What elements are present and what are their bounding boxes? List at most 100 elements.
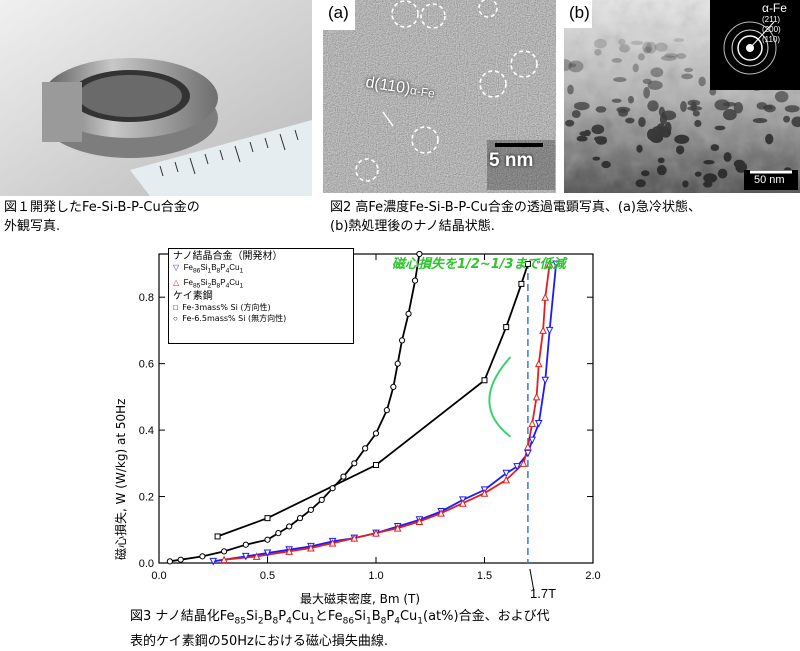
- caption3-part-6: P: [278, 609, 287, 624]
- tem-grain: [710, 144, 720, 151]
- point-triangle-up: [545, 259, 554, 268]
- point-square: [518, 280, 525, 287]
- figure-2b-tem: [557, 0, 800, 193]
- legend: ナノ結晶合金（開発材） ▽ Fe86Si1B8P4Cu1 △ Fe85Si2B8…: [168, 248, 354, 344]
- point-circle: [411, 277, 419, 284]
- caption3-part-5: 8: [272, 616, 279, 627]
- x-tick-label: 0.0: [151, 570, 166, 582]
- tem-grain: [694, 171, 702, 177]
- tem-grain: [584, 129, 591, 137]
- tem-grain: [595, 106, 607, 113]
- y-tick-label: 0.2: [139, 492, 154, 504]
- point-triangle-up: [252, 552, 261, 560]
- legend-group-silicon-steel: ケイ素鋼: [173, 291, 213, 303]
- tem-grain: [660, 126, 672, 138]
- saed-title: α-Fe: [762, 1, 787, 15]
- legend-label-fe85: Fe85Si2B8P4Cu1: [183, 277, 244, 290]
- figure-3-chart: 0.0 0.5 1.0 1.5 2.0 0.0 0.2 0.4 0.6 0.8: [100, 240, 640, 610]
- legend-fe86-part-0: Fe: [183, 263, 193, 272]
- caption3-part-0: 図3 ナノ結晶化Fe: [130, 609, 235, 624]
- caption3-part-19: 1: [417, 616, 424, 627]
- point-circle: [329, 485, 336, 492]
- point-circle: [398, 337, 406, 344]
- point-triangle-up: [534, 359, 543, 368]
- tem-grain: [646, 128, 656, 141]
- point-square: [481, 377, 488, 384]
- tem-grain: [576, 135, 588, 142]
- tem-grain: [784, 105, 800, 113]
- x-axis-label: 最大磁束密度, Bm (T): [300, 592, 421, 606]
- tem-grain: [613, 77, 627, 83]
- point-circle: [416, 250, 423, 258]
- point-circle: [351, 460, 358, 467]
- point-circle: [166, 558, 173, 565]
- caption3-part-11: 86: [342, 616, 355, 627]
- tem-grain: [650, 67, 664, 78]
- panel-b-label: (b): [569, 3, 590, 22]
- point-triangle-down: [528, 436, 537, 445]
- tem-grain: [635, 179, 646, 188]
- legend-marker-triangle-down: ▽: [173, 263, 180, 272]
- tem-grain: [682, 180, 689, 188]
- x-tick-label: 2.0: [585, 570, 600, 582]
- tem-grain: [681, 73, 694, 80]
- point-triangle-up: [539, 326, 547, 334]
- point-circle: [394, 360, 401, 367]
- tem-grain: [611, 98, 622, 103]
- tem-grain: [618, 38, 626, 46]
- x-tick-label: 0.5: [260, 570, 275, 582]
- point-triangle-up: [350, 533, 359, 542]
- tem-grain: [774, 90, 789, 103]
- figure-1-photo: [0, 0, 312, 196]
- caption3-part-17: 4: [394, 616, 400, 627]
- point-triangle-up: [519, 459, 528, 467]
- y-tick-label: 0.4: [139, 425, 154, 437]
- legend-fe85-part-0: Fe: [183, 277, 193, 287]
- tem-grain: [594, 48, 602, 56]
- tem-grain: [703, 159, 715, 165]
- point-triangle-down: [545, 326, 554, 335]
- tem-grain: [765, 133, 774, 145]
- point-circle: [390, 383, 397, 391]
- point-circle: [264, 536, 271, 543]
- point-triangle-up: [307, 543, 315, 552]
- legend-entry-fe86: ▽ Fe86Si1B8P4Cu1: [173, 262, 349, 277]
- legend-fe85-part-9: 1: [239, 282, 244, 290]
- saed-ring-200: (200): [762, 25, 781, 34]
- point-triangle-down: [534, 419, 543, 428]
- caption3-part-10: とFe: [314, 609, 343, 624]
- tem-grain: [703, 180, 713, 188]
- reduction-arrow: [488, 356, 512, 438]
- legend-fe86-part-1: 86: [192, 267, 201, 275]
- point-triangle-down: [541, 376, 550, 385]
- point-triangle-up: [328, 538, 337, 547]
- point-triangle-down: [524, 449, 532, 458]
- tem-grain: [722, 108, 737, 121]
- tem-grain: [571, 110, 581, 119]
- point-square: [373, 461, 379, 468]
- x-tick-label: 1.5: [477, 570, 492, 582]
- tem-grain: [592, 156, 601, 161]
- tem-grain: [762, 105, 774, 110]
- figure-3-caption-line1: 図3 ナノ結晶化Fe85Si2B8P4Cu1とFe86Si1B8P4Cu1(at…: [130, 607, 690, 632]
- point-triangle-up: [220, 555, 228, 564]
- tem-grain: [722, 101, 737, 107]
- point-square: [524, 260, 531, 267]
- tem-grain: [791, 116, 800, 128]
- caption3-part-18: Cu: [399, 609, 418, 624]
- tem-grain: [601, 160, 611, 169]
- legend-fe86-part-5: 8: [216, 267, 221, 275]
- tem-grain: [625, 117, 635, 124]
- legend-fe86-part-6: P: [220, 263, 226, 272]
- point-square: [214, 533, 221, 540]
- tem-grain: [647, 100, 659, 112]
- tem-grain: [661, 110, 677, 121]
- tem-grain: [656, 164, 667, 176]
- tem-grain: [692, 110, 700, 117]
- point-square: [503, 324, 510, 331]
- point-circle: [383, 407, 390, 414]
- saed-ring-110: (110): [762, 35, 781, 44]
- tem-grain: [591, 124, 605, 135]
- tem-grain: [752, 117, 768, 124]
- point-triangle-down: [513, 463, 521, 471]
